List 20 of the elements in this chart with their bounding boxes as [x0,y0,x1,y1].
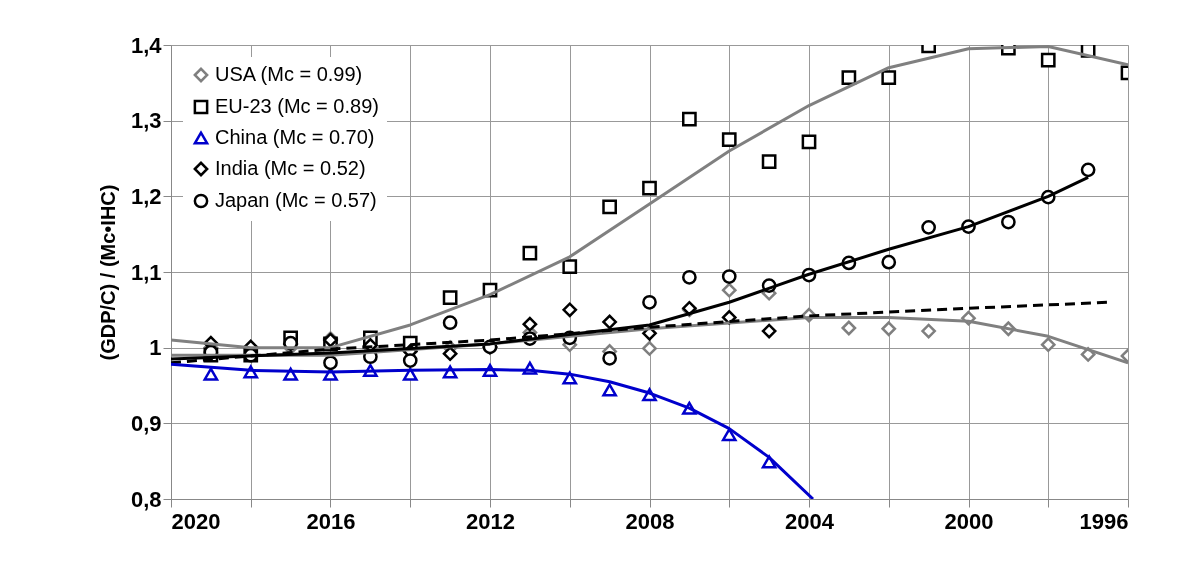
y-tick-label: 1,1 [130,259,162,285]
legend-label: USA (Mc = 0.99) [215,63,363,85]
legend-label: China (Mc = 0.70) [215,126,375,148]
legend-label: Japan (Mc = 0.57) [215,189,377,211]
y-axis-title: (GDP/C) / (Mc•IHC) [96,184,119,361]
x-tick-label: 2000 [944,508,994,534]
legend-label: EU-23 (Mc = 0.89) [215,95,379,117]
y-tick-label: 0,8 [130,486,162,512]
x-tick-label: 1996 [1079,508,1129,534]
y-tick-label: 1 [149,335,162,361]
y-tick-label: 1,4 [130,32,163,58]
x-tick-label: 2020 [171,508,221,534]
x-tick-label: 2008 [625,508,675,534]
legend-label: India (Mc = 0.52) [215,157,366,179]
y-tick-label: 1,3 [130,108,162,134]
y-tick-label: 1,2 [130,183,162,209]
y-tick-label: 0,9 [130,410,162,436]
x-tick-label: 2004 [785,508,835,534]
x-tick-label: 2016 [306,508,356,534]
x-tick-label: 2012 [466,508,515,534]
